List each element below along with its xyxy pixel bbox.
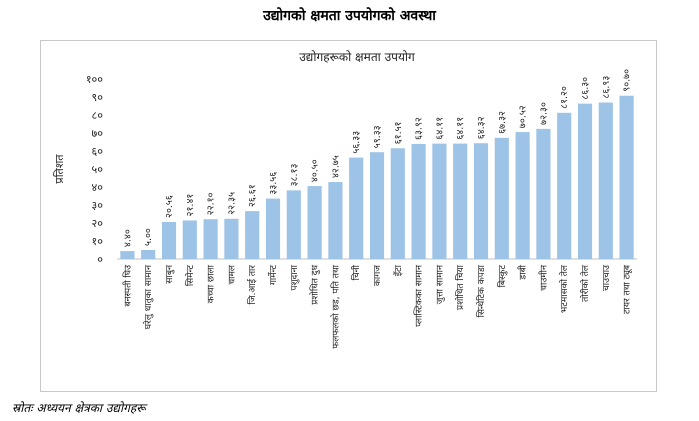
bar xyxy=(598,102,613,259)
bar xyxy=(411,143,426,259)
data-label: ५९.३३ xyxy=(372,125,383,148)
x-tick-label: भटमासको तेल xyxy=(558,264,570,313)
chart-title: उद्योगहरूको क्षमता उपयोग xyxy=(299,50,415,64)
bar xyxy=(494,137,509,259)
y-tick-label: १०० xyxy=(86,73,103,86)
data-label: ५६.३३ xyxy=(351,131,362,154)
x-tick-label: चाउचाउ xyxy=(602,264,612,291)
data-label: ६४.३२ xyxy=(476,116,487,139)
data-label: २२.३५ xyxy=(226,192,237,215)
source-note: स्रोतः अध्ययन क्षेत्रका उद्योगहरू xyxy=(12,401,146,415)
bar xyxy=(536,128,551,259)
data-label: ७०.५२ xyxy=(518,105,529,128)
x-tick-label: पशुदाना xyxy=(290,264,300,290)
page-heading: उद्योगको क्षमता उपयोगको अवस्था xyxy=(263,8,436,24)
x-tick-label: घरेलु धातुका सामान xyxy=(142,264,154,329)
bar xyxy=(453,143,468,259)
x-tick-label: चामल xyxy=(227,264,237,284)
data-label: २१.४१ xyxy=(185,194,196,217)
y-tick-label: ३० xyxy=(92,199,104,212)
data-label: ४.४० xyxy=(122,229,133,247)
data-label: ६७.३२ xyxy=(497,111,508,134)
bar xyxy=(349,157,364,259)
data-label: २२.१० xyxy=(206,192,217,215)
bar xyxy=(182,220,197,259)
y-tick-label: ९० xyxy=(92,91,104,104)
y-tick-label: २० xyxy=(92,217,104,230)
data-label: ३३.५६ xyxy=(268,172,279,195)
x-tick-label: जुत्ता सामान xyxy=(435,264,445,304)
bar xyxy=(619,95,634,259)
bar xyxy=(557,112,572,259)
x-tick-label: प्लास्टिकका सामान xyxy=(413,264,425,327)
y-tick-label: १० xyxy=(92,235,104,248)
x-tick-label: डाबी xyxy=(517,264,529,280)
bar xyxy=(265,198,281,259)
x-tick-label: चिनी xyxy=(350,264,362,280)
x-tick-label: इँटा xyxy=(392,264,404,276)
bar-chart: उद्योगहरूको क्षमता उपयोग ० १० २० ३० ४० ५० ६० ७० ८… xyxy=(53,50,637,349)
data-label: ८१.२० xyxy=(559,86,570,109)
x-tick-label: तोरीको तेल xyxy=(579,264,591,302)
x-tick-label: सिमेन्ट xyxy=(184,265,196,287)
bar xyxy=(432,143,447,259)
data-label: ८६.९३ xyxy=(601,76,612,99)
data-label: ९०.७० xyxy=(622,69,633,92)
x-tick-label: बिस्कुट xyxy=(496,265,508,288)
data-label: ४२.७५ xyxy=(330,155,341,178)
x-tick-label: टायर तथा ट्यूब xyxy=(623,264,633,314)
bar xyxy=(328,182,343,259)
y-tick-label: ५० xyxy=(92,163,104,176)
bar xyxy=(286,190,301,259)
bar xyxy=(577,103,593,259)
chart-container: उद्योगहरूको क्षमता उपयोग ० १० २० ३० ४० ५० ६० ७० ८… xyxy=(40,40,657,392)
x-tick-label: प्रशोधित दुध xyxy=(309,265,321,305)
x-tick-label: चाउमीन xyxy=(537,264,549,291)
x-tick-label: सिन्थेटिक कपडा xyxy=(475,264,487,317)
bar xyxy=(473,143,489,259)
bar xyxy=(369,152,385,259)
data-label: ५.०० xyxy=(143,228,154,246)
bar xyxy=(224,218,239,259)
data-label: ८६.३० xyxy=(580,77,591,100)
x-tick-label: कच्चा छाला xyxy=(207,264,217,303)
bar xyxy=(245,211,260,259)
bar xyxy=(141,250,156,259)
data-label: ६४.११ xyxy=(434,117,445,140)
x-tick-label: प्रशोधित चिया xyxy=(454,264,466,310)
data-label: ६३.९२ xyxy=(414,117,425,140)
bar xyxy=(203,219,218,259)
y-tick-label: ७० xyxy=(92,127,104,140)
bar xyxy=(515,132,530,259)
data-label: ६४.११ xyxy=(455,117,466,140)
data-label: ३८.१३ xyxy=(289,164,300,187)
x-tick-label: साबुन xyxy=(165,264,175,284)
bar xyxy=(120,251,135,259)
x-tick-label: कागज xyxy=(373,265,383,286)
y-tick-label: ४० xyxy=(92,181,104,194)
data-label: ४०.५० xyxy=(310,159,321,182)
x-tick-label: बनस्पती घिउ xyxy=(121,264,133,307)
bar xyxy=(161,221,177,259)
x-tick-label: फलफलको छड, पति तथा xyxy=(329,264,341,348)
bar xyxy=(307,186,322,259)
x-tick-label: गार्मेन्ट xyxy=(267,265,279,286)
data-label: ६१.५१ xyxy=(393,121,404,144)
data-label: २६.६१ xyxy=(247,184,258,207)
y-tick-label: ६० xyxy=(92,145,104,158)
data-label: २०.५६ xyxy=(164,195,175,218)
y-tick-label: ८० xyxy=(92,109,104,122)
y-tick-label: ० xyxy=(97,253,103,266)
data-label: ७२.३० xyxy=(538,102,549,125)
x-tick-label: जि.आई तार xyxy=(246,265,258,305)
y-axis-label: प्रतिशत xyxy=(53,154,66,184)
bar xyxy=(390,148,405,259)
